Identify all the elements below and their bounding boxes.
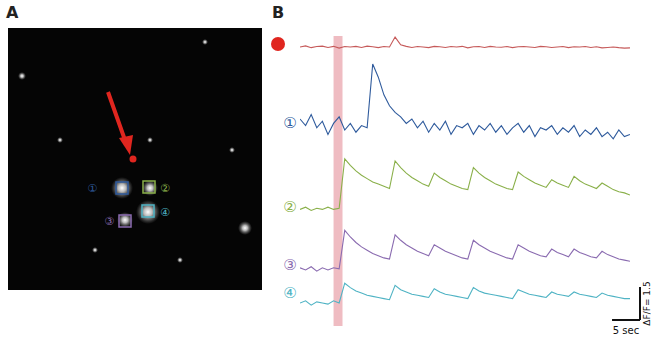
image-background <box>8 28 262 290</box>
roi-label: ① <box>87 182 97 195</box>
cell-glow <box>18 72 26 80</box>
cell-glow <box>147 137 153 143</box>
scale-bar-y <box>639 287 641 320</box>
traces <box>300 37 630 305</box>
stim-site <box>130 156 137 163</box>
arrow-shaft <box>108 92 126 143</box>
scale-label-y: ΔF/F= 1.5 <box>642 281 652 325</box>
figure: A ① ② ③ ④ B ① ② ③ ④ 5 secΔF/F= 1.5 <box>0 0 653 340</box>
roi-box <box>143 181 155 193</box>
trace <box>300 159 630 211</box>
panel-label: B <box>272 3 284 22</box>
cell-glow <box>238 221 252 235</box>
arrow-head <box>119 135 133 155</box>
cell-glow <box>92 247 98 253</box>
cell-glow <box>57 137 63 143</box>
roi-label: ④ <box>160 206 170 219</box>
trace-label: ④ <box>283 284 296 302</box>
trace <box>300 64 630 139</box>
trace <box>300 283 630 305</box>
micrograph <box>8 28 262 290</box>
scale-label-x: 5 sec <box>613 325 639 336</box>
panel-label: A <box>6 3 19 22</box>
arrow <box>108 92 137 163</box>
trace <box>300 230 630 271</box>
cell-glow <box>142 180 158 196</box>
cell-glow <box>136 200 160 224</box>
roi-box <box>119 215 131 227</box>
cell-glow <box>111 177 133 199</box>
roi-label: ② <box>160 182 170 195</box>
cell-glow <box>117 212 133 228</box>
trace <box>300 37 630 48</box>
cell-glow <box>177 257 183 263</box>
roi-box <box>142 205 154 217</box>
roi-box <box>116 182 128 194</box>
roi-label: ③ <box>104 215 114 228</box>
trace-label: ① <box>283 114 296 132</box>
scale-bar-x <box>612 319 640 321</box>
stimulus-band <box>334 36 343 326</box>
trace-label: ③ <box>283 256 296 274</box>
trace-label: ② <box>283 198 296 216</box>
cell-glow <box>202 39 208 45</box>
trace-marker <box>271 37 285 51</box>
cell-glow <box>229 147 235 153</box>
